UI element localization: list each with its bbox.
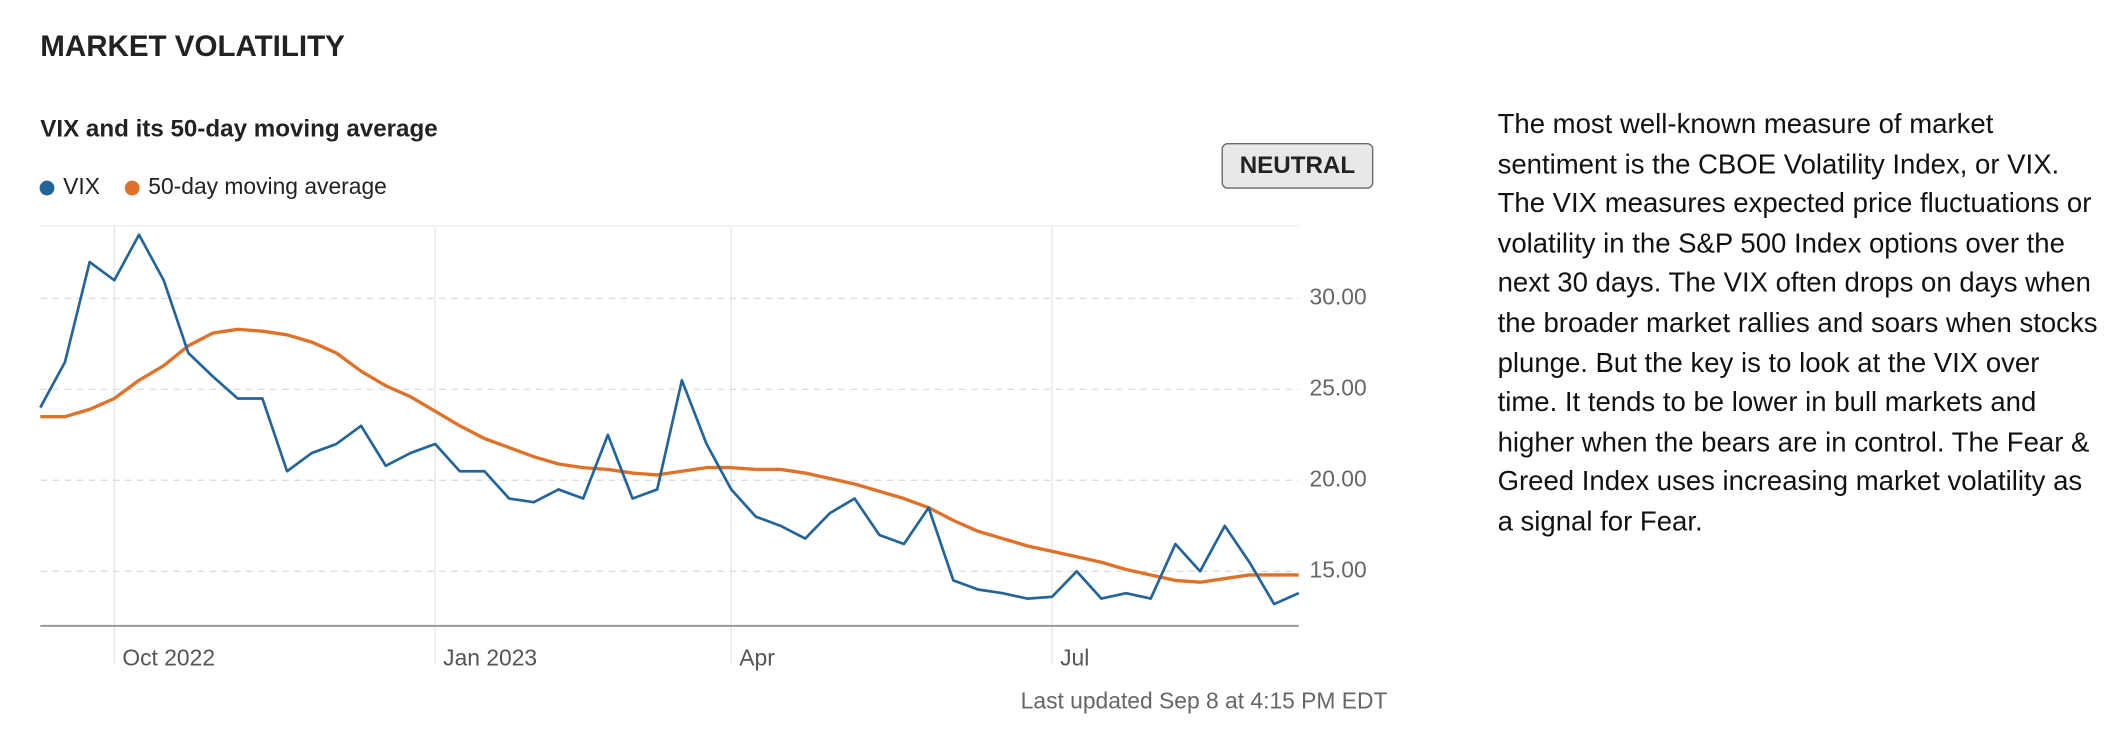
description-box: The most well-known measure of market se… [1497, 108, 2098, 538]
x-tick-label: Jan 2023 [443, 645, 537, 671]
y-tick-label: 20.00 [1310, 465, 1367, 491]
status-label: NEUTRAL [1240, 152, 1356, 179]
footnote: Last updated Sep 8 at 4:15 PM EDT [1021, 687, 1388, 713]
x-tick-label: Apr [739, 645, 775, 671]
description: The most well-known measure of market se… [1497, 108, 2098, 538]
x-tick-label: Oct 2022 [122, 645, 215, 671]
series-line [40, 327, 1299, 584]
heading: MARKET VOLATILITY [40, 30, 345, 63]
y-tick-label: 15.00 [1310, 556, 1367, 582]
y-tick-label: 30.00 [1310, 283, 1367, 309]
y-tick-label: 25.00 [1310, 374, 1367, 400]
status-badge [1221, 143, 1374, 189]
chart-title: VIX and its 50-day moving average [40, 116, 437, 143]
legend-label: VIX [63, 173, 100, 199]
legend-label: 50-day moving average [148, 173, 387, 199]
x-tick-label: Jul [1060, 645, 1089, 671]
legend-marker [124, 180, 140, 196]
legend-marker [39, 180, 55, 196]
series-line [39, 233, 1300, 606]
